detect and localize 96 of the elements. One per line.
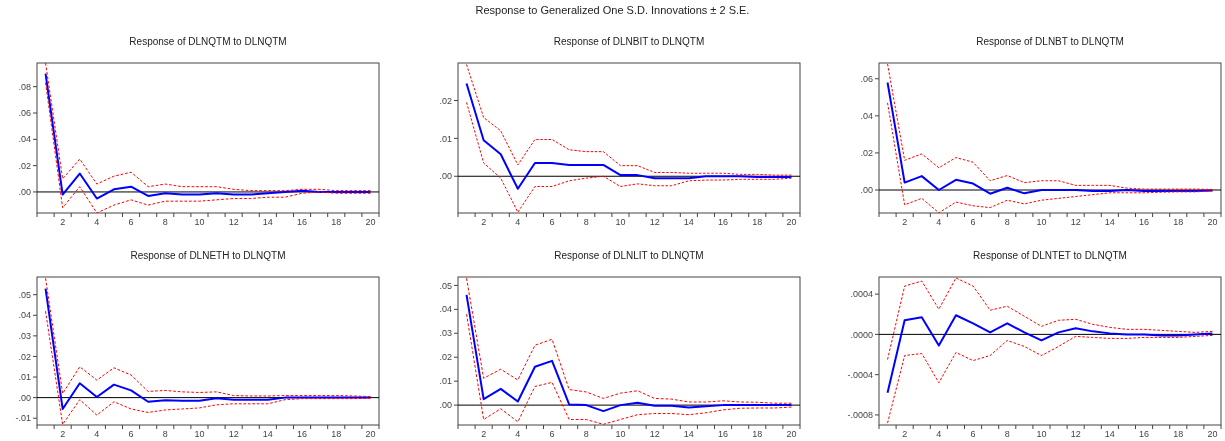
- y-tick-label: .05: [439, 280, 452, 291]
- x-tick-label: 18: [752, 217, 763, 227]
- text: Response to Generalized One S.D. Innovations ± 2 S.E.: [475, 4, 750, 16]
- y-tick-label: -.0008: [847, 410, 873, 421]
- y-tick-label: .05: [18, 289, 31, 300]
- x-tick-label: 6: [128, 429, 134, 439]
- y-tick-label: .00: [18, 187, 31, 198]
- x-tick-label: 10: [194, 429, 205, 439]
- x-tick-label: 16: [718, 217, 729, 227]
- chart-title: Response of DLNETH to DLNQTM: [130, 250, 286, 261]
- x-tick-label: 10: [1036, 429, 1047, 439]
- x-tick-label: 10: [615, 429, 626, 439]
- x-tick-label: 14: [1104, 429, 1115, 439]
- x-tick-label: 2: [481, 429, 487, 439]
- x-tick-label: 2: [60, 429, 66, 439]
- chart-title: Response of DLNBIT to DLNQTM: [553, 36, 705, 47]
- x-tick-label: 10: [194, 217, 205, 227]
- x-tick-label: 18: [331, 217, 342, 227]
- y-tick-label: .01: [18, 372, 31, 383]
- x-tick-label: 8: [1004, 429, 1010, 439]
- x-tick-label: 8: [583, 429, 589, 439]
- x-tick-label: 4: [94, 429, 100, 439]
- y-tick-label: .02: [439, 352, 452, 363]
- y-tick-label: .04: [18, 310, 31, 321]
- x-tick-label: 2: [902, 217, 908, 227]
- y-tick-label: .06: [18, 108, 31, 119]
- y-tick-label: .0000: [850, 329, 873, 340]
- x-tick-label: 2: [481, 217, 487, 227]
- chart-title: Response of DLNBT to DLNQTM: [976, 36, 1124, 47]
- x-tick-label: 6: [549, 429, 555, 439]
- x-tick-label: 16: [297, 217, 308, 227]
- y-tick-label: .02: [18, 160, 31, 171]
- x-tick-label: 20: [786, 217, 797, 227]
- y-tick-label: .00: [18, 392, 31, 403]
- x-tick-label: 16: [1139, 217, 1150, 227]
- y-tick-label: .08: [18, 81, 31, 92]
- y-tick-label: .00: [439, 171, 452, 182]
- x-tick-label: 18: [1173, 217, 1184, 227]
- x-tick-label: 6: [128, 217, 134, 227]
- chart-title: Response of DLNLIT to DLNQTM: [554, 250, 704, 261]
- y-tick-label: .03: [439, 328, 452, 339]
- x-tick-label: 10: [1036, 217, 1047, 227]
- y-tick-label: .04: [439, 304, 452, 315]
- x-tick-label: 16: [718, 429, 729, 439]
- x-tick-label: 4: [515, 429, 521, 439]
- y-tick-label: .01: [439, 133, 452, 144]
- y-tick-label: .00: [439, 400, 452, 411]
- x-tick-label: 14: [683, 217, 694, 227]
- y-tick-label: .02: [18, 351, 31, 362]
- y-tick-label: .01: [439, 376, 452, 387]
- x-tick-label: 14: [262, 217, 273, 227]
- x-tick-label: 20: [365, 429, 376, 439]
- x-tick-label: 8: [162, 217, 168, 227]
- x-tick-label: 14: [262, 429, 273, 439]
- chart-title: Response of DLNQTM to DLNQTM: [129, 36, 287, 47]
- x-tick-label: 10: [615, 217, 626, 227]
- x-tick-label: 4: [515, 217, 521, 227]
- x-tick-label: 4: [936, 429, 942, 439]
- x-tick-label: 18: [752, 429, 763, 439]
- x-tick-label: 18: [1173, 429, 1184, 439]
- y-tick-label: .06: [860, 73, 873, 84]
- y-tick-label: -.01: [15, 413, 31, 424]
- x-tick-label: 6: [970, 429, 976, 439]
- x-tick-label: 6: [549, 217, 555, 227]
- x-tick-label: 20: [786, 429, 797, 439]
- x-tick-label: 12: [228, 429, 239, 439]
- x-tick-label: 6: [970, 217, 976, 227]
- x-tick-label: 20: [365, 217, 376, 227]
- x-tick-label: 12: [1070, 429, 1081, 439]
- x-tick-label: 8: [162, 429, 168, 439]
- y-tick-label: .02: [860, 148, 873, 159]
- x-tick-label: 16: [297, 429, 308, 439]
- x-tick-label: 12: [649, 429, 660, 439]
- x-tick-label: 2: [60, 217, 66, 227]
- x-tick-label: 4: [936, 217, 942, 227]
- x-tick-label: 8: [583, 217, 589, 227]
- y-tick-label: .02: [439, 95, 452, 106]
- x-tick-label: 18: [331, 429, 342, 439]
- y-tick-label: .04: [18, 134, 31, 145]
- y-tick-label: -.0004: [847, 369, 873, 380]
- x-tick-label: 20: [1207, 429, 1218, 439]
- x-tick-label: 20: [1207, 217, 1218, 227]
- x-tick-label: 14: [683, 429, 694, 439]
- y-tick-label: .0004: [850, 289, 873, 300]
- chart-title: Response of DLNTET to DLNQTM: [973, 250, 1127, 261]
- x-tick-label: 2: [902, 429, 908, 439]
- x-tick-label: 12: [1070, 217, 1081, 227]
- y-tick-label: .03: [18, 331, 31, 342]
- y-tick-label: .00: [860, 185, 873, 196]
- x-tick-label: 14: [1104, 217, 1115, 227]
- x-tick-label: 16: [1139, 429, 1150, 439]
- y-tick-label: .04: [860, 110, 873, 121]
- x-tick-label: 8: [1004, 217, 1010, 227]
- x-tick-label: 12: [228, 217, 239, 227]
- x-tick-label: 4: [94, 217, 100, 227]
- x-tick-label: 12: [649, 217, 660, 227]
